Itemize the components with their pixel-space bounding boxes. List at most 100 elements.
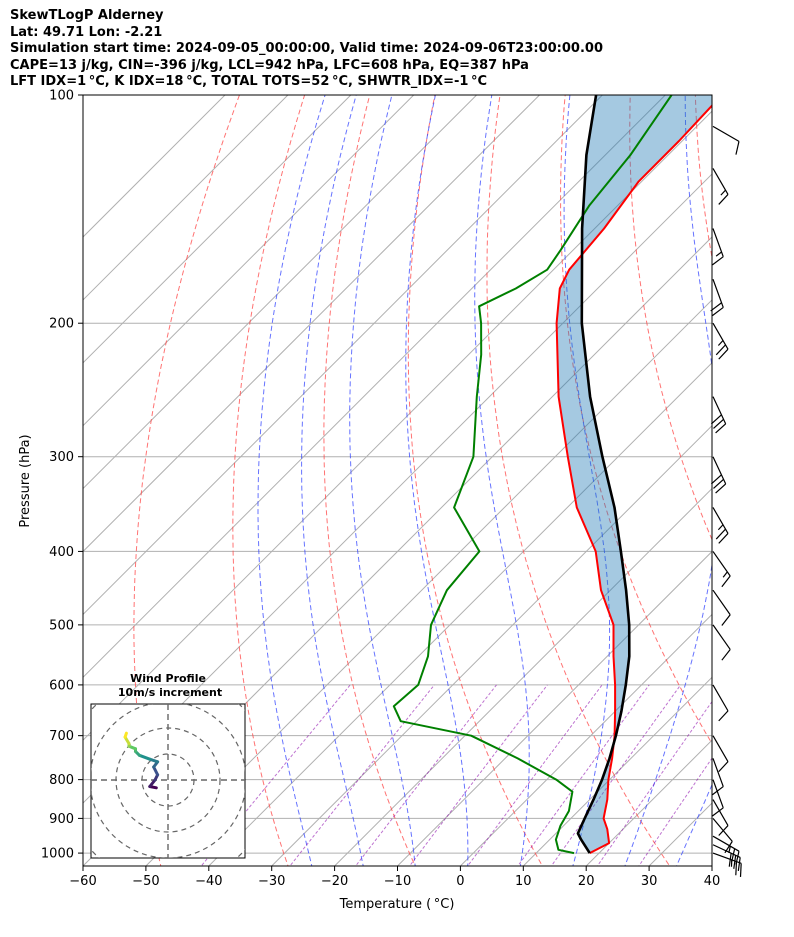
isotherm-line <box>83 95 477 490</box>
dewpoint-line <box>392 95 673 855</box>
barb-half <box>717 340 724 346</box>
moist-adiabat-line <box>719 95 794 885</box>
y-tick-label: 500 <box>49 618 74 633</box>
y-tick-label: 800 <box>49 773 74 788</box>
mixing-ratio-line <box>355 684 497 866</box>
barb-full <box>712 786 724 796</box>
barb-full <box>713 478 724 489</box>
mixing-ratio-line <box>517 684 650 866</box>
moist-adiabat-line <box>563 95 611 866</box>
indices-line: LFT IDX=1 °C, K IDX=18 °C, TOTAL TOTS=52… <box>10 74 488 89</box>
barb-full <box>718 761 729 773</box>
moist-adiabat-line <box>624 95 712 866</box>
axis-ticks: −60 −50 −40 −30 −20 −10 0 10 20 30 40 1000 900 800 700… <box>41 89 720 890</box>
y-tick-label: 700 <box>49 729 74 744</box>
mixing-ratio-line <box>638 757 712 866</box>
isotherm-line <box>83 95 226 238</box>
barb-staff <box>712 735 729 762</box>
isotherm-line <box>83 95 666 679</box>
barb-staff <box>712 228 724 257</box>
isotherm-line <box>83 95 540 553</box>
wind-barb <box>710 456 727 494</box>
hodograph-segment <box>123 731 128 739</box>
x-tick-label: −20 <box>321 874 348 889</box>
wind-barb <box>712 507 729 544</box>
wind-barb <box>710 396 727 434</box>
hodograph-title: Wind Profile <box>130 672 206 685</box>
isotherm-line <box>522 676 712 866</box>
y-tick-label: 600 <box>49 678 74 693</box>
barb-staff <box>712 624 731 650</box>
y-tick-label: 900 <box>49 812 74 827</box>
x-tick-label: 40 <box>704 874 721 889</box>
shaded-area <box>556 256 630 743</box>
x-tick-label: 0 <box>456 874 464 889</box>
dry-adiabat-line <box>323 95 416 866</box>
hodograph-subtitle: 10m/s increment <box>118 686 222 699</box>
barb-full <box>733 855 737 869</box>
isotherm-line <box>397 550 712 866</box>
parameters-line: CAPE=13 j/kg, CIN=-396 j/kg, LCL=942 hPa… <box>10 57 529 73</box>
barb-staff <box>712 818 733 842</box>
wind-barbs <box>710 125 742 877</box>
moist-adiabat-line <box>405 95 469 866</box>
dry-adiabat-line <box>560 95 712 745</box>
y-tick-label: 300 <box>49 450 74 465</box>
barb-full <box>713 418 724 429</box>
wind-barb <box>712 799 729 836</box>
barb-full <box>710 474 722 485</box>
isotherm-line <box>460 613 712 866</box>
mixing-ratio-line <box>408 684 548 866</box>
barb-full <box>718 825 729 836</box>
wind-barb <box>712 228 724 266</box>
wind-barb <box>712 589 731 626</box>
x-tick-label: −50 <box>132 874 159 889</box>
dry-adiabat-line <box>694 95 712 260</box>
dry-adiabat-line <box>232 95 306 866</box>
barb-full <box>712 306 724 317</box>
isotherm-line <box>334 487 712 866</box>
profile-lines <box>392 95 712 855</box>
temperature-line <box>555 104 712 854</box>
barb-full <box>718 533 729 544</box>
location-line: Lat: 49.71 Lon: -2.21 <box>10 24 163 40</box>
barb-full <box>710 302 722 312</box>
moist-adiabat-line <box>349 95 416 866</box>
hodograph-segment <box>137 753 152 761</box>
dry-adiabat-line <box>486 95 671 866</box>
barb-full <box>735 851 740 865</box>
barb-full <box>718 194 729 205</box>
barb-full <box>739 863 742 877</box>
x-tick-label: −40 <box>195 874 222 889</box>
y-axis-label: Pressure (hPa) <box>18 434 33 527</box>
barb-full <box>710 414 722 425</box>
moist-adiabat-line <box>257 95 326 866</box>
wind-barb <box>712 624 731 661</box>
barb-full <box>721 649 731 661</box>
mixing-ratio-line <box>596 700 712 866</box>
mixing-ratio-line <box>289 684 435 866</box>
barb-full <box>712 256 724 266</box>
barb-half <box>715 251 722 257</box>
barb-full <box>721 575 731 588</box>
moist-adiabat-line <box>675 783 712 866</box>
x-tick-label: 30 <box>641 874 658 889</box>
y-tick-label: 200 <box>49 317 74 332</box>
barb-staff <box>712 589 731 616</box>
hodograph-plot <box>91 704 245 858</box>
barb-full <box>718 710 729 722</box>
x-tick-label: −30 <box>258 874 285 889</box>
barb-full <box>712 807 724 817</box>
x-tick-label: −10 <box>384 874 411 889</box>
dry-adiabat-line <box>629 95 712 541</box>
x-tick-label: 10 <box>515 874 532 889</box>
isotherm-line <box>83 95 289 301</box>
isotherm-line <box>83 95 415 427</box>
isotherm-line <box>83 95 603 616</box>
chart-header: SkewTLogP Alderney Lat: 49.71 Lon: -2.21… <box>10 8 603 91</box>
wind-barb <box>710 279 724 317</box>
barb-staff <box>712 279 724 308</box>
barb-staff <box>712 779 724 809</box>
wind-barb <box>712 168 729 205</box>
isotherm-line <box>775 95 794 866</box>
